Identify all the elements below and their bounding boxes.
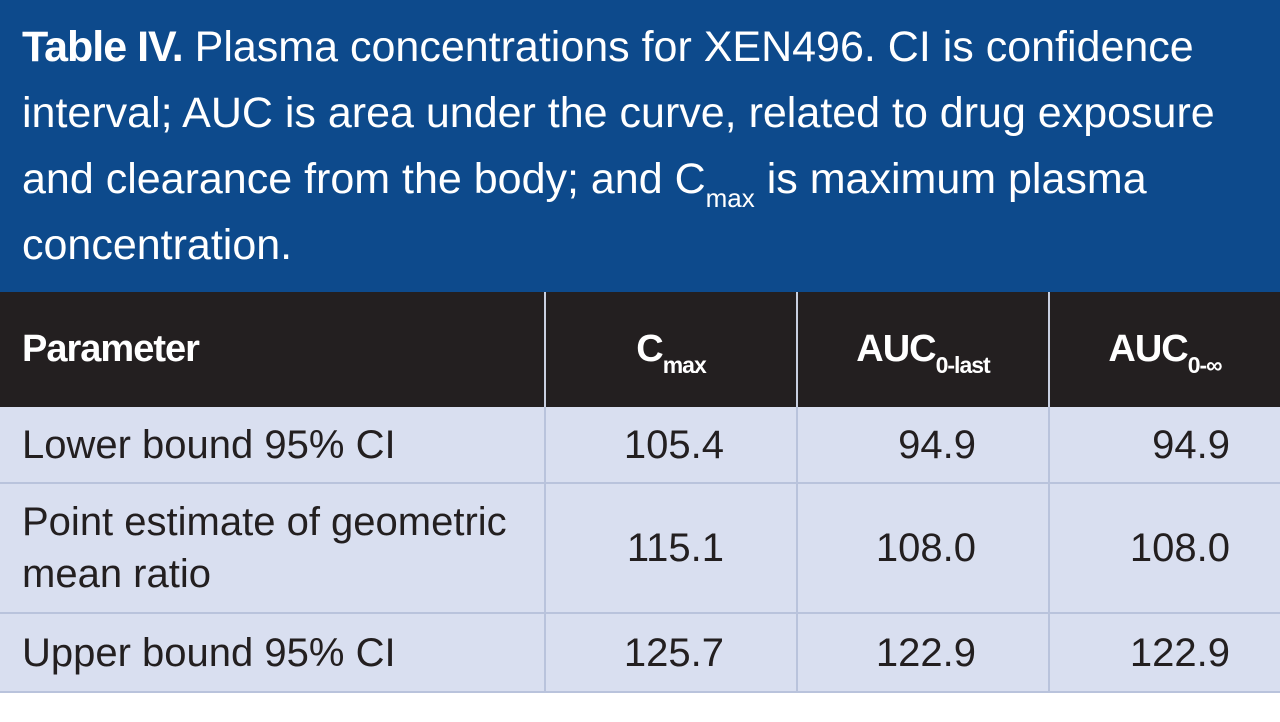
header-row: Parameter Cmax AUC0-last AUC0-∞	[0, 292, 1280, 407]
header-cell: Parameter	[0, 292, 545, 407]
data-table: Parameter Cmax AUC0-last AUC0-∞ Lower bound…	[0, 292, 1280, 693]
table-row: Upper bound 95% CI 125.7 122.9 122.9	[0, 613, 1280, 693]
header-subscript: 0-∞	[1187, 352, 1223, 378]
parameter-cell: Lower bound 95% CI	[0, 407, 545, 484]
parameter-cell: Upper bound 95% CI	[0, 613, 545, 693]
value-cell: 125.7	[544, 613, 797, 693]
caption: Table IV. Plasma concentrations for XEN4…	[0, 0, 1280, 292]
caption-subscript: max	[705, 183, 755, 213]
caption-text: Plasma concentrations for XEN496. CI is …	[22, 23, 1215, 203]
value-cell: 94.9	[796, 407, 1049, 484]
value-cell: 122.9	[1048, 613, 1280, 693]
parameter-cell: Point estimate of geometric mean ratio	[0, 483, 545, 614]
value-cell: 94.9	[1048, 407, 1280, 484]
table-row: Lower bound 95% CI 105.4 94.9 94.9	[0, 407, 1280, 484]
header-subscript: max	[662, 352, 707, 378]
header-cell: Cmax	[544, 292, 797, 407]
value-cell: 122.9	[796, 613, 1049, 693]
value-cell: 108.0	[1048, 483, 1280, 614]
value-cell: 108.0	[796, 483, 1049, 614]
caption-label: Table IV.	[22, 23, 184, 71]
caption-text-end: is maximum plasma concentration.	[22, 155, 1147, 269]
table-row: Point estimate of geometric mean ratio 11…	[0, 483, 1280, 614]
header-text: C	[636, 328, 663, 370]
value-cell: 105.4	[544, 407, 797, 484]
header-text: AUC	[856, 328, 936, 370]
header-subscript: 0-last	[935, 352, 991, 378]
header-text: Parameter	[22, 328, 200, 370]
header-cell: AUC0-∞	[1048, 292, 1280, 407]
header-text: AUC	[1108, 328, 1188, 370]
value-cell: 115.1	[544, 483, 797, 614]
header-cell: AUC0-last	[796, 292, 1049, 407]
table-body: Lower bound 95% CI 105.4 94.9 94.9 Point est…	[0, 407, 1280, 693]
